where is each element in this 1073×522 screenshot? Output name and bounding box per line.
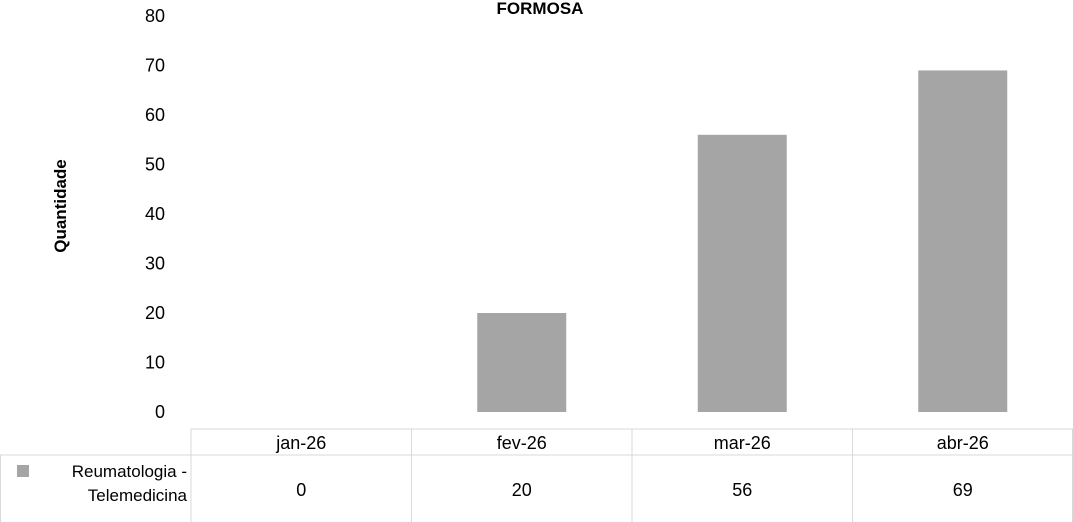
y-tick-label: 20	[145, 303, 165, 323]
x-category-label: mar-26	[714, 433, 771, 453]
y-tick-label: 60	[145, 105, 165, 125]
y-axis-ticks: 0 10 20 30 40 50 60 70 80	[145, 6, 165, 422]
y-tick-label: 40	[145, 204, 165, 224]
data-table: jan-26 fev-26 mar-26 abr-26 Reumatologia - Te…	[0, 428, 1073, 522]
y-tick-label: 10	[145, 353, 165, 373]
legend-label: Telemedicina	[88, 486, 188, 505]
bar-abr-26	[918, 70, 1008, 412]
y-tick-label: 70	[145, 56, 165, 76]
x-category-label: jan-26	[275, 433, 326, 453]
legend-label: Reumatologia -	[72, 462, 187, 481]
bars	[477, 70, 1008, 413]
y-tick-label: 50	[145, 155, 165, 175]
y-tick-label: 80	[145, 6, 165, 26]
y-axis-label: Quantidade	[51, 159, 70, 253]
x-category-label: abr-26	[937, 433, 989, 453]
x-category-label: fev-26	[497, 433, 547, 453]
bar-fev-26	[477, 313, 567, 412]
data-value-label: 69	[953, 480, 973, 500]
chart-title: FORMOSA	[497, 0, 584, 18]
y-tick-label: 30	[145, 254, 165, 274]
data-value-label: 20	[512, 480, 532, 500]
bar-mar-26	[697, 134, 787, 413]
data-value-label: 56	[732, 480, 752, 500]
data-value-label: 0	[296, 480, 306, 500]
y-tick-label: 0	[155, 402, 165, 422]
legend-swatch	[17, 465, 29, 477]
